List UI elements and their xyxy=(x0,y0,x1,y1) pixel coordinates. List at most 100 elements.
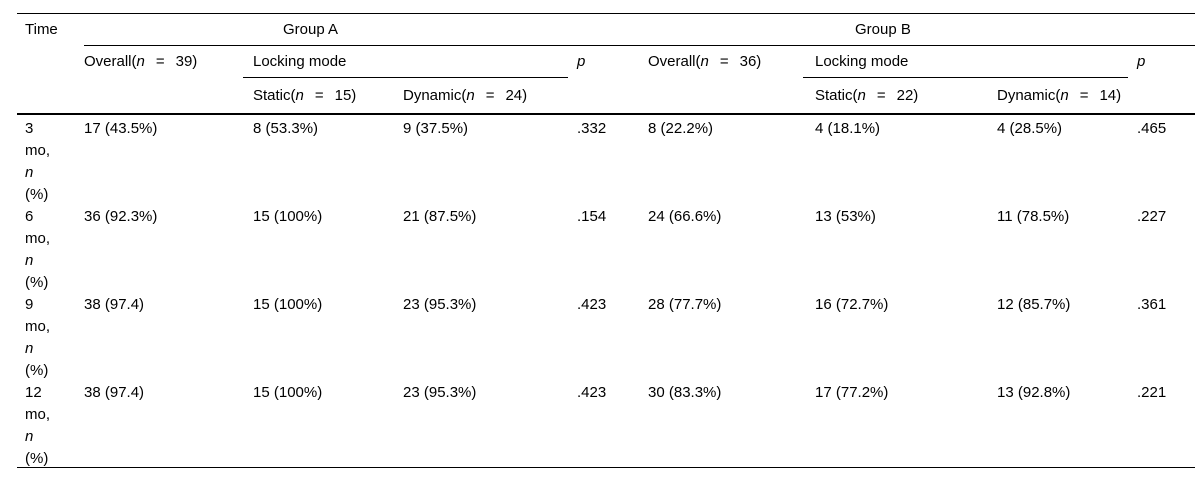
p-b-label: p xyxy=(1137,53,1146,70)
row-time-n: n xyxy=(25,252,34,269)
empty-cell xyxy=(568,78,648,113)
group-b-overall-header: Overall(n = 36) xyxy=(648,46,803,77)
cell-6mo-b-dynamic: 11 (78.5%) xyxy=(997,208,1070,225)
row-time-number: 12 xyxy=(25,384,42,401)
cell-12mo-b-p: .221 xyxy=(1137,384,1167,401)
row-time-percent: (%) xyxy=(25,186,49,203)
static-a-count: 15) xyxy=(334,87,357,104)
table-bottom-rule xyxy=(17,467,1195,468)
dynamic-b-pre: Dynamic( xyxy=(997,87,1061,104)
overall-b-eq: = xyxy=(719,53,729,70)
time-header-label: Time xyxy=(25,21,58,38)
journal-results-table: Time Group A Group B Overall(n = 39) Locki… xyxy=(17,13,1195,468)
empty-cell xyxy=(84,78,243,113)
cell-3mo-b-overall: 8 (22.2%) xyxy=(648,120,714,137)
overall-b-n: n xyxy=(700,53,709,70)
row-time-unit: mo, xyxy=(25,142,51,159)
cell-6mo-a-dynamic: 21 (87.5%) xyxy=(403,208,477,225)
overall-b-count: 36) xyxy=(739,53,762,70)
dynamic-b-n: n xyxy=(1060,87,1069,104)
cell-9mo-a-p: .423 xyxy=(577,296,607,313)
cell-12mo-b-overall: 30 (83.3%) xyxy=(648,384,722,401)
cell-9mo-b-static: 16 (72.7%) xyxy=(815,296,889,313)
cell-6mo-a-overall: 36 (92.3%) xyxy=(84,208,158,225)
group-a-header: Group A xyxy=(84,14,648,46)
overall-a-pre: Overall( xyxy=(84,53,137,70)
cell-9mo-a-overall: 38 (97.4) xyxy=(84,296,145,313)
row-time-n: n xyxy=(25,428,34,445)
static-a-eq: = xyxy=(314,87,324,104)
row-time-unit: mo, xyxy=(25,230,51,247)
overall-a-eq: = xyxy=(155,53,165,70)
cell-3mo-a-overall: 17 (43.5%) xyxy=(84,120,158,137)
group-b-header: Group B xyxy=(648,14,1195,46)
group-b-p-header: p xyxy=(1128,46,1195,77)
row-time-unit: mo, xyxy=(25,406,51,423)
cell-12mo-b-dynamic: 13 (92.8%) xyxy=(997,384,1071,401)
cell-6mo-b-overall: 24 (66.6%) xyxy=(648,208,722,225)
group-a-dynamic-header: Dynamic(n = 24) xyxy=(403,78,568,113)
group-a-label: Group A xyxy=(283,21,339,38)
header-divider-rule xyxy=(17,113,1195,115)
cell-3mo-a-p: .332 xyxy=(577,120,607,137)
row-time-number: 9 xyxy=(25,296,34,313)
row-label-6mo: 6 mo, n (%) xyxy=(17,203,84,291)
locking-a-label: Locking mode xyxy=(253,53,347,70)
cell-6mo-b-static: 13 (53%) xyxy=(815,208,876,225)
cell-3mo-b-dynamic: 4 (28.5%) xyxy=(997,120,1063,137)
group-b-dynamic-header: Dynamic(n = 14) xyxy=(997,78,1128,113)
row-label-9mo: 9 mo, n (%) xyxy=(17,291,84,379)
overall-b-pre: Overall( xyxy=(648,53,701,70)
dynamic-a-pre: Dynamic( xyxy=(403,87,467,104)
static-a-n: n xyxy=(295,87,304,104)
cell-9mo-b-overall: 28 (77.7%) xyxy=(648,296,722,313)
overall-a-count: 39) xyxy=(175,53,198,70)
empty-cell xyxy=(17,78,84,113)
static-b-pre: Static( xyxy=(815,87,858,104)
p-a-label: p xyxy=(577,53,586,70)
empty-cell xyxy=(17,46,84,77)
cell-3mo-b-static: 4 (18.1%) xyxy=(815,120,881,137)
row-time-percent: (%) xyxy=(25,362,49,379)
group-b-static-header: Static(n = 22) xyxy=(803,78,997,113)
cell-6mo-a-static: 15 (100%) xyxy=(253,208,323,225)
static-b-n: n xyxy=(857,87,866,104)
row-time-n: n xyxy=(25,164,34,181)
cell-9mo-b-p: .361 xyxy=(1137,296,1167,313)
static-a-pre: Static( xyxy=(253,87,296,104)
dynamic-a-count: 24) xyxy=(505,87,528,104)
cell-9mo-a-static: 15 (100%) xyxy=(253,296,323,313)
group-a-static-header: Static(n = 15) xyxy=(243,78,403,113)
overall-a-n: n xyxy=(136,53,145,70)
cell-9mo-b-dynamic: 12 (85.7%) xyxy=(997,296,1071,313)
row-time-number: 6 xyxy=(25,208,34,225)
cell-3mo-a-static: 8 (53.3%) xyxy=(253,120,319,137)
dynamic-b-count: 14) xyxy=(1099,87,1122,104)
cell-12mo-b-static: 17 (77.2%) xyxy=(815,384,889,401)
cell-6mo-a-p: .154 xyxy=(577,208,607,225)
group-b-locking-mode-header: Locking mode xyxy=(803,46,1128,78)
group-a-overall-header: Overall(n = 39) xyxy=(84,46,243,77)
time-column-header: Time xyxy=(17,14,84,45)
row-time-percent: (%) xyxy=(25,274,49,291)
group-a-locking-mode-header: Locking mode xyxy=(243,46,568,78)
cell-12mo-a-p: .423 xyxy=(577,384,607,401)
cell-3mo-b-p: .465 xyxy=(1137,120,1167,137)
cell-12mo-a-dynamic: 23 (95.3%) xyxy=(403,384,477,401)
dynamic-b-eq: = xyxy=(1079,87,1089,104)
static-b-count: 22) xyxy=(896,87,919,104)
dynamic-a-n: n xyxy=(466,87,475,104)
cell-9mo-a-dynamic: 23 (95.3%) xyxy=(403,296,477,313)
dynamic-a-eq: = xyxy=(485,87,495,104)
static-b-eq: = xyxy=(876,87,886,104)
row-label-12mo: 12 mo, n (%) xyxy=(17,379,84,467)
row-time-unit: mo, xyxy=(25,318,51,335)
cell-12mo-a-overall: 38 (97.4) xyxy=(84,384,145,401)
group-b-label: Group B xyxy=(855,21,911,38)
empty-cell xyxy=(648,78,803,113)
empty-cell xyxy=(1128,78,1195,113)
cell-12mo-a-static: 15 (100%) xyxy=(253,384,323,401)
row-time-number: 3 xyxy=(25,120,34,137)
cell-6mo-b-p: .227 xyxy=(1137,208,1167,225)
row-time-percent: (%) xyxy=(25,450,49,467)
